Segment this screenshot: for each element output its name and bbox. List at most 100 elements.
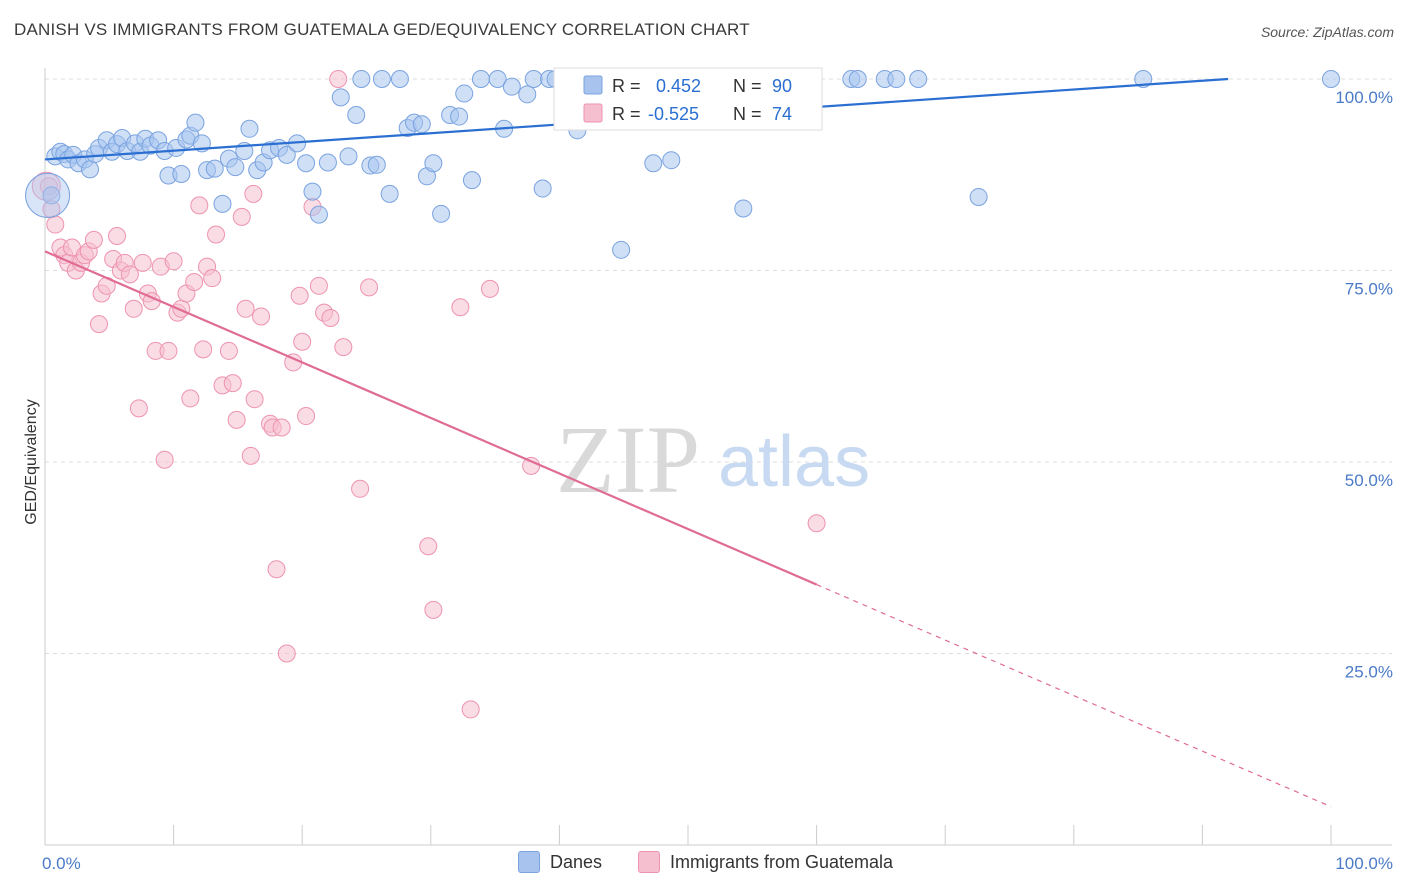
y-tick-label-50: 50.0% xyxy=(1345,471,1393,490)
point-danes xyxy=(612,240,631,259)
point-immigrants xyxy=(277,644,296,663)
point-danes xyxy=(318,153,337,172)
legend-r-label-immigrants: R = xyxy=(612,104,641,124)
bottom-legend-label-danes: Danes xyxy=(550,851,603,872)
point-immigrants xyxy=(360,278,379,297)
point-immigrants xyxy=(232,207,251,226)
point-danes xyxy=(213,194,232,213)
point-immigrants xyxy=(244,184,263,203)
watermark-atlas: atlas xyxy=(718,422,870,502)
point-danes xyxy=(367,155,386,174)
point-immigrants xyxy=(297,407,316,426)
point-danes xyxy=(734,199,753,218)
point-immigrants xyxy=(207,225,226,244)
point-danes xyxy=(297,154,316,173)
point-danes xyxy=(887,70,906,88)
y-tick-labels: 100.0% 75.0% 50.0% 25.0% xyxy=(1335,88,1393,682)
point-immigrants xyxy=(227,410,246,429)
point-immigrants xyxy=(223,374,242,393)
point-danes-large xyxy=(25,172,71,218)
point-danes xyxy=(347,106,366,125)
point-danes xyxy=(424,154,443,173)
legend-r-value-danes: 0.452 xyxy=(656,76,701,96)
trend-line-immigrants-extension xyxy=(816,584,1332,808)
point-immigrants xyxy=(807,514,826,533)
point-immigrants xyxy=(309,276,328,295)
point-danes xyxy=(331,88,350,107)
point-danes xyxy=(205,159,224,178)
point-danes xyxy=(412,115,431,134)
point-danes xyxy=(662,151,681,170)
bottom-legend-label-immigrants: Immigrants from Guatemala xyxy=(670,851,894,872)
point-immigrants xyxy=(419,537,438,556)
point-danes xyxy=(390,70,409,88)
chart-title: DANISH VS IMMIGRANTS FROM GUATEMALA GED/… xyxy=(14,20,750,39)
point-immigrants xyxy=(164,252,183,271)
point-immigrants xyxy=(84,230,103,249)
grid-lines xyxy=(45,78,1392,654)
point-immigrants xyxy=(90,315,109,334)
point-danes xyxy=(372,70,391,88)
x-tick-label-100: 100.0% xyxy=(1335,854,1393,873)
axes xyxy=(44,68,1392,846)
point-immigrants xyxy=(129,399,148,418)
legend-n-label-danes: N = xyxy=(733,76,762,96)
bottom-legend-swatch-immigrants xyxy=(638,851,660,873)
point-immigrants xyxy=(290,286,309,305)
point-immigrants xyxy=(203,269,222,288)
legend-swatch-danes xyxy=(583,75,603,95)
y-tick-label-75: 75.0% xyxy=(1345,280,1393,299)
bottom-legend-swatch-danes xyxy=(518,851,540,873)
point-danes xyxy=(502,77,521,96)
y-axis-title: GED/Equivalency xyxy=(23,399,40,524)
legend-n-label-immigrants: N = xyxy=(733,104,762,124)
bottom-legend-danes: Danes xyxy=(518,851,602,873)
point-immigrants xyxy=(293,332,312,351)
bottom-legend-immigrants: Immigrants from Guatemala xyxy=(638,851,893,873)
series-danes-points xyxy=(25,70,1340,259)
point-danes xyxy=(462,171,481,190)
point-danes xyxy=(309,205,328,224)
point-immigrants xyxy=(252,307,271,326)
watermark-zip: ZIP xyxy=(556,406,700,513)
point-immigrants xyxy=(120,265,139,284)
point-immigrants xyxy=(124,299,143,318)
point-danes xyxy=(42,186,61,205)
point-danes xyxy=(240,119,259,138)
point-immigrants xyxy=(133,253,152,272)
point-danes xyxy=(303,182,322,201)
point-immigrants xyxy=(245,390,264,409)
point-immigrants xyxy=(480,279,499,298)
point-immigrants xyxy=(46,215,65,234)
point-danes xyxy=(533,179,552,198)
point-immigrants xyxy=(241,446,260,465)
point-danes xyxy=(969,187,988,206)
point-danes xyxy=(450,107,469,126)
legend-r-label-danes: R = xyxy=(612,76,641,96)
y-tick-label-25: 25.0% xyxy=(1345,663,1393,682)
point-danes xyxy=(380,184,399,203)
point-danes xyxy=(1322,70,1340,88)
point-danes xyxy=(277,145,296,164)
point-danes xyxy=(1134,70,1153,88)
point-immigrants xyxy=(236,299,255,318)
point-danes xyxy=(848,70,867,88)
point-immigrants xyxy=(272,418,291,437)
chart-source: Source: ZipAtlas.com xyxy=(1260,24,1394,40)
point-danes xyxy=(471,70,490,88)
point-danes xyxy=(186,113,205,132)
legend-r-value-immigrants: -0.525 xyxy=(648,104,699,124)
point-immigrants xyxy=(321,308,340,327)
point-immigrants xyxy=(329,70,348,88)
point-immigrants xyxy=(219,341,238,360)
point-immigrants xyxy=(334,338,353,357)
point-immigrants xyxy=(185,272,204,291)
point-immigrants xyxy=(159,341,178,360)
trend-line-immigrants xyxy=(44,250,818,586)
point-immigrants xyxy=(194,340,213,359)
legend-n-value-immigrants: 74 xyxy=(772,104,792,124)
series-immigrants-points xyxy=(31,70,826,719)
legend-n-value-danes: 90 xyxy=(772,76,792,96)
point-immigrants xyxy=(451,298,470,317)
point-immigrants xyxy=(267,560,286,579)
